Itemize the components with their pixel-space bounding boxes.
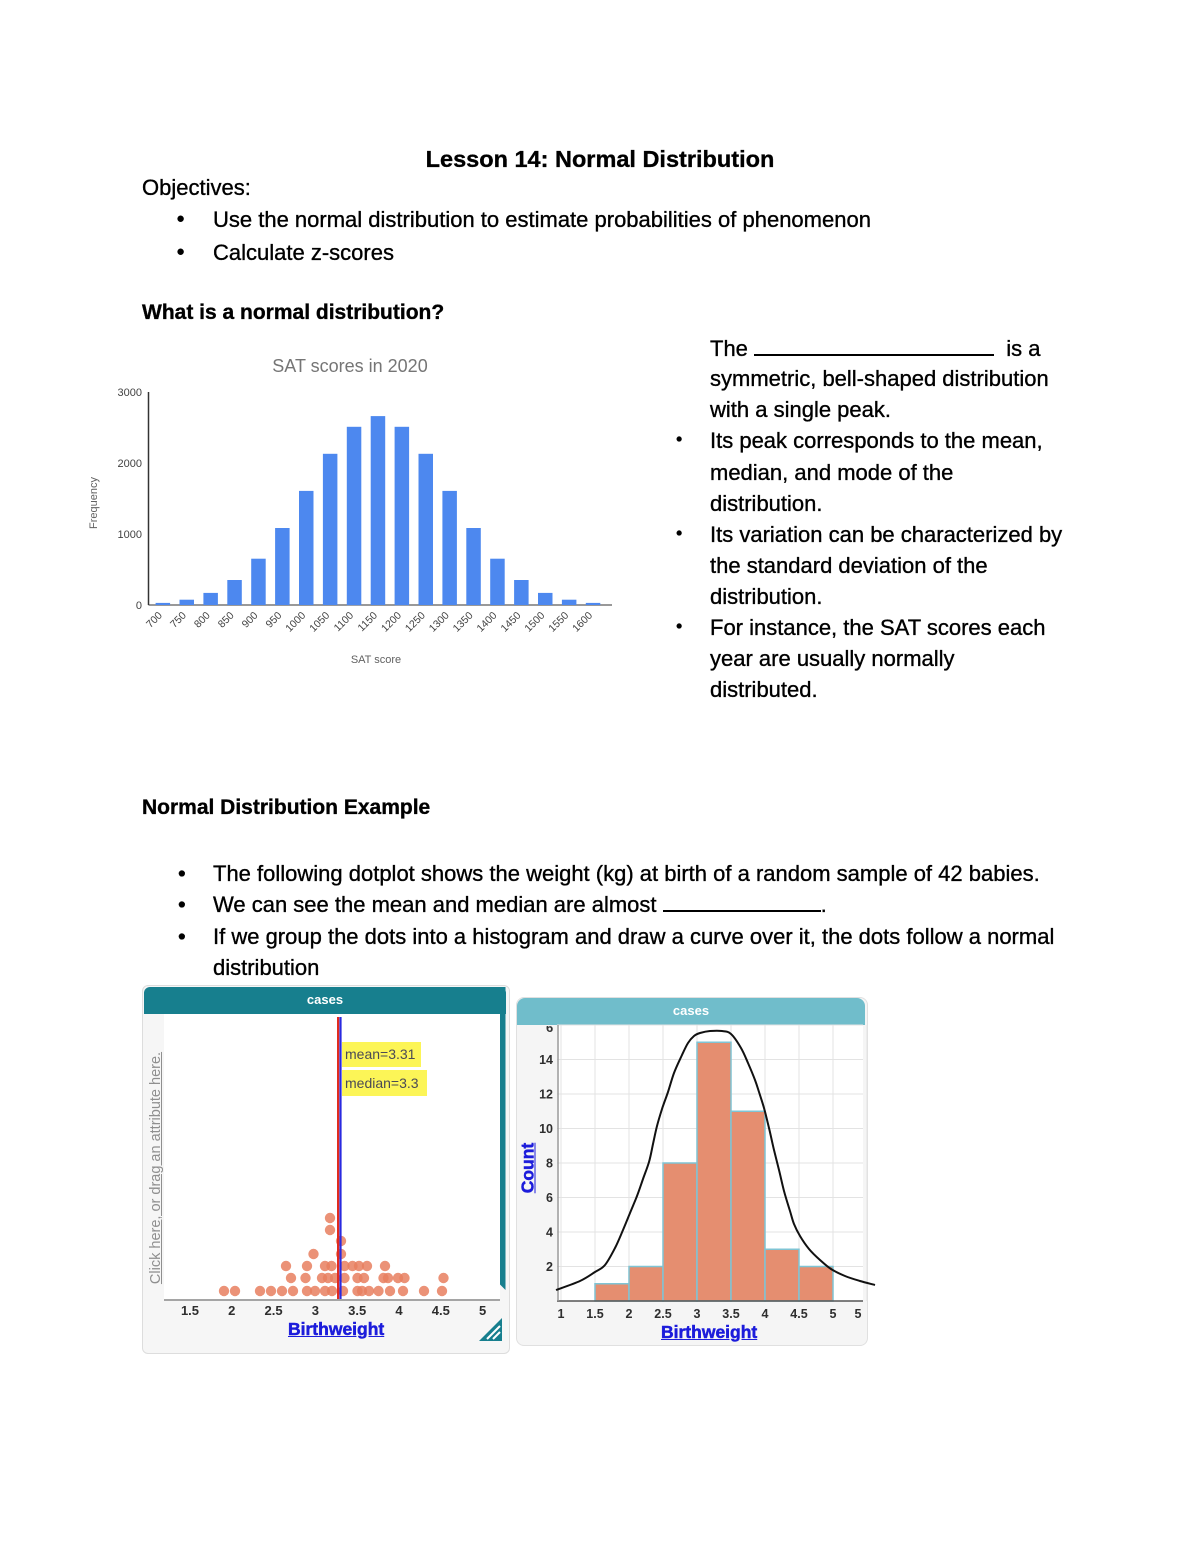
svg-text:1300: 1300	[427, 610, 452, 635]
svg-text:1150: 1150	[356, 610, 381, 635]
svg-text:900: 900	[240, 610, 261, 631]
svg-text:4.5: 4.5	[790, 1307, 807, 1321]
svg-text:3: 3	[312, 1303, 319, 1318]
svg-text:1200: 1200	[379, 610, 404, 635]
svg-text:0: 0	[136, 600, 142, 612]
svg-text:2.5: 2.5	[654, 1307, 671, 1321]
svg-text:2.5: 2.5	[265, 1303, 283, 1318]
svg-text:3000: 3000	[118, 387, 142, 399]
svg-text:1500: 1500	[522, 610, 547, 635]
svg-text:1450: 1450	[499, 610, 524, 635]
svg-text:4: 4	[546, 1226, 553, 1240]
svg-text:1: 1	[558, 1307, 565, 1321]
svg-text:1.5: 1.5	[181, 1303, 199, 1318]
svg-text:Frequency: Frequency	[88, 477, 100, 529]
svg-text:750: 750	[168, 610, 189, 631]
svg-text:1250: 1250	[403, 610, 428, 635]
svg-text:14: 14	[539, 1053, 553, 1067]
svg-text:1550: 1550	[546, 610, 571, 635]
svg-text:2: 2	[546, 1260, 553, 1274]
svg-text:2: 2	[626, 1307, 633, 1321]
svg-text:3.5: 3.5	[722, 1307, 739, 1321]
svg-text:4: 4	[762, 1307, 769, 1321]
svg-text:4.5: 4.5	[432, 1303, 450, 1318]
svg-text:800: 800	[192, 610, 213, 631]
svg-text:850: 850	[216, 610, 237, 631]
svg-text:5: 5	[479, 1303, 486, 1318]
svg-text:1000: 1000	[118, 529, 142, 541]
svg-text:8: 8	[546, 1157, 553, 1171]
svg-text:3: 3	[694, 1307, 701, 1321]
svg-text:5: 5	[830, 1307, 837, 1321]
svg-text:1000: 1000	[283, 610, 308, 635]
svg-text:700: 700	[144, 610, 165, 631]
svg-text:1100: 1100	[332, 610, 357, 635]
svg-text:4: 4	[395, 1303, 403, 1318]
svg-text:2000: 2000	[118, 458, 142, 470]
svg-text:SAT scores in 2020: SAT scores in 2020	[272, 356, 427, 376]
svg-text:1050: 1050	[307, 610, 332, 635]
svg-text:10: 10	[539, 1122, 553, 1136]
svg-text:950: 950	[264, 610, 285, 631]
svg-text:3.5: 3.5	[348, 1303, 366, 1318]
svg-text:1.5: 1.5	[586, 1307, 603, 1321]
svg-text:1400: 1400	[475, 610, 500, 635]
svg-text:SAT score: SAT score	[351, 654, 401, 666]
svg-text:2: 2	[228, 1303, 235, 1318]
svg-text:6: 6	[546, 1020, 553, 1035]
svg-text:5: 5	[855, 1307, 862, 1321]
svg-text:1350: 1350	[451, 610, 476, 635]
svg-text:6: 6	[546, 1191, 553, 1205]
svg-text:1600: 1600	[570, 610, 595, 635]
svg-text:12: 12	[539, 1088, 553, 1102]
